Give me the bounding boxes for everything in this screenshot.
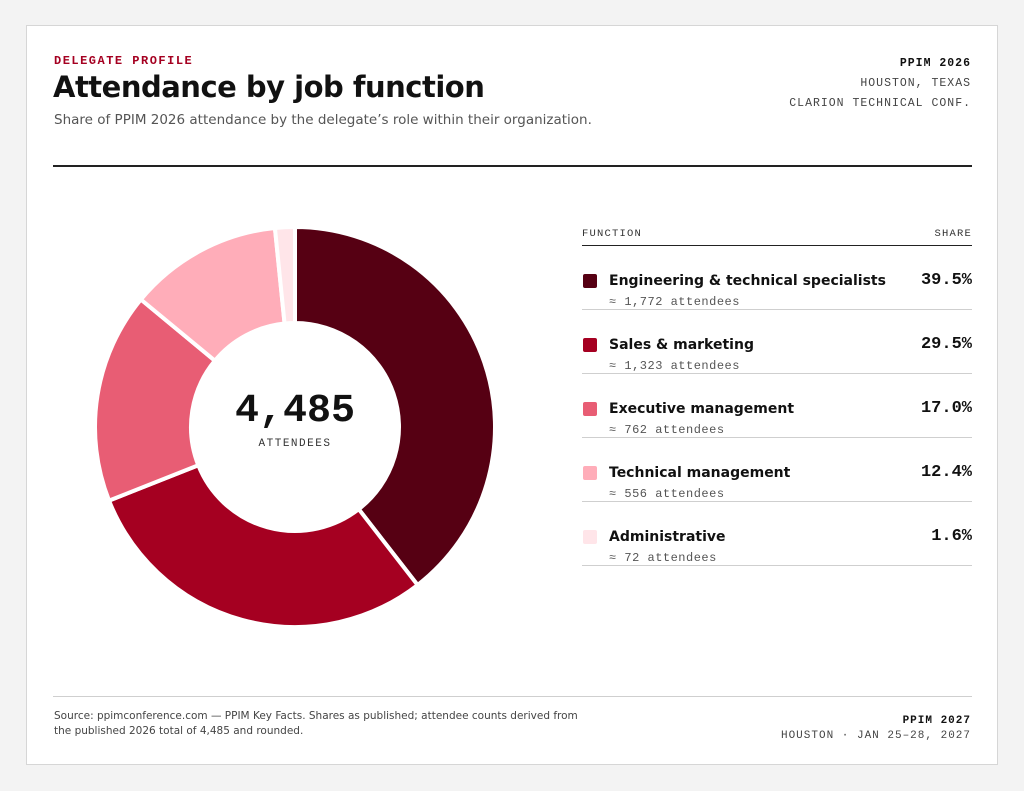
legend-swatch [583, 338, 597, 352]
donut-slice [107, 463, 420, 629]
total-attendees-value: 4,485 [234, 389, 356, 434]
legend-row: Administrative ≈ 72 attendees 1.6% [582, 502, 972, 566]
next-event-dates: HOUSTON · JAN 25–28, 2027 [780, 730, 971, 742]
legend-share: 17.0% [920, 399, 972, 418]
eyebrow-label: DELEGATE PROFILE [54, 54, 194, 68]
legend-count: ≈ 1,323 attendees [609, 359, 740, 373]
legend-share: 12.4% [920, 463, 972, 482]
legend-count: ≈ 762 attendees [609, 423, 725, 437]
donut-slice [272, 225, 297, 326]
legend-header: FUNCTION SHARE [582, 228, 972, 246]
legend-swatch [583, 274, 597, 288]
donut-slice [93, 297, 217, 503]
legend-share: 1.6% [931, 527, 972, 546]
legend-swatch [583, 402, 597, 416]
chart-card: DELEGATE PROFILE Attendance by job funct… [26, 25, 998, 765]
legend-row: Executive management ≈ 762 attendees 17.… [582, 374, 972, 438]
legend-row: Sales & marketing ≈ 1,323 attendees 29.5… [582, 310, 972, 374]
legend-share: 29.5% [920, 335, 972, 354]
footer-divider [53, 696, 972, 697]
event-location: HOUSTON, TEXAS [860, 77, 971, 90]
total-attendees-label: ATTENDEES [258, 438, 332, 450]
legend-label: Technical management [609, 465, 791, 481]
event-meta: PPIM 2026 HOUSTON, TEXAS CLARION TECHNIC… [789, 54, 971, 114]
next-event-name: PPIM 2027 [902, 715, 971, 727]
source-note: Source: ppimconference.com — PPIM Key Fa… [54, 710, 578, 737]
legend-table: FUNCTION SHARE Engineering & technical s… [582, 228, 972, 566]
legend-col-share: SHARE [934, 228, 972, 240]
header-divider [53, 165, 972, 167]
legend-row: Technical management ≈ 556 attendees 12.… [582, 438, 972, 502]
legend-label: Administrative [609, 529, 726, 545]
donut-chart: 4,485 ATTENDEES [85, 217, 505, 637]
donut-slice [293, 225, 497, 588]
legend-label: Sales & marketing [609, 337, 754, 353]
legend-swatch [583, 466, 597, 480]
event-venue: CLARION TECHNICAL CONF. [789, 97, 971, 110]
legend-col-function: FUNCTION [582, 228, 643, 240]
page-subtitle: Share of PPIM 2026 attendance by the del… [54, 112, 592, 128]
legend-count: ≈ 556 attendees [609, 487, 725, 501]
legend-share: 39.5% [920, 271, 972, 290]
legend-label: Engineering & technical specialists [609, 273, 886, 289]
legend-row: Engineering & technical specialists ≈ 1,… [582, 246, 972, 310]
next-event-info: PPIM 2027 HOUSTON · JAN 25–28, 2027 [781, 714, 971, 744]
legend-swatch [583, 530, 597, 544]
page-title: Attendance by job function [53, 70, 485, 104]
event-name: PPIM 2026 [899, 57, 971, 70]
legend-label: Executive management [609, 401, 795, 417]
legend-count: ≈ 72 attendees [609, 551, 717, 565]
donut-svg [93, 225, 497, 629]
legend-count: ≈ 1,772 attendees [609, 295, 740, 309]
